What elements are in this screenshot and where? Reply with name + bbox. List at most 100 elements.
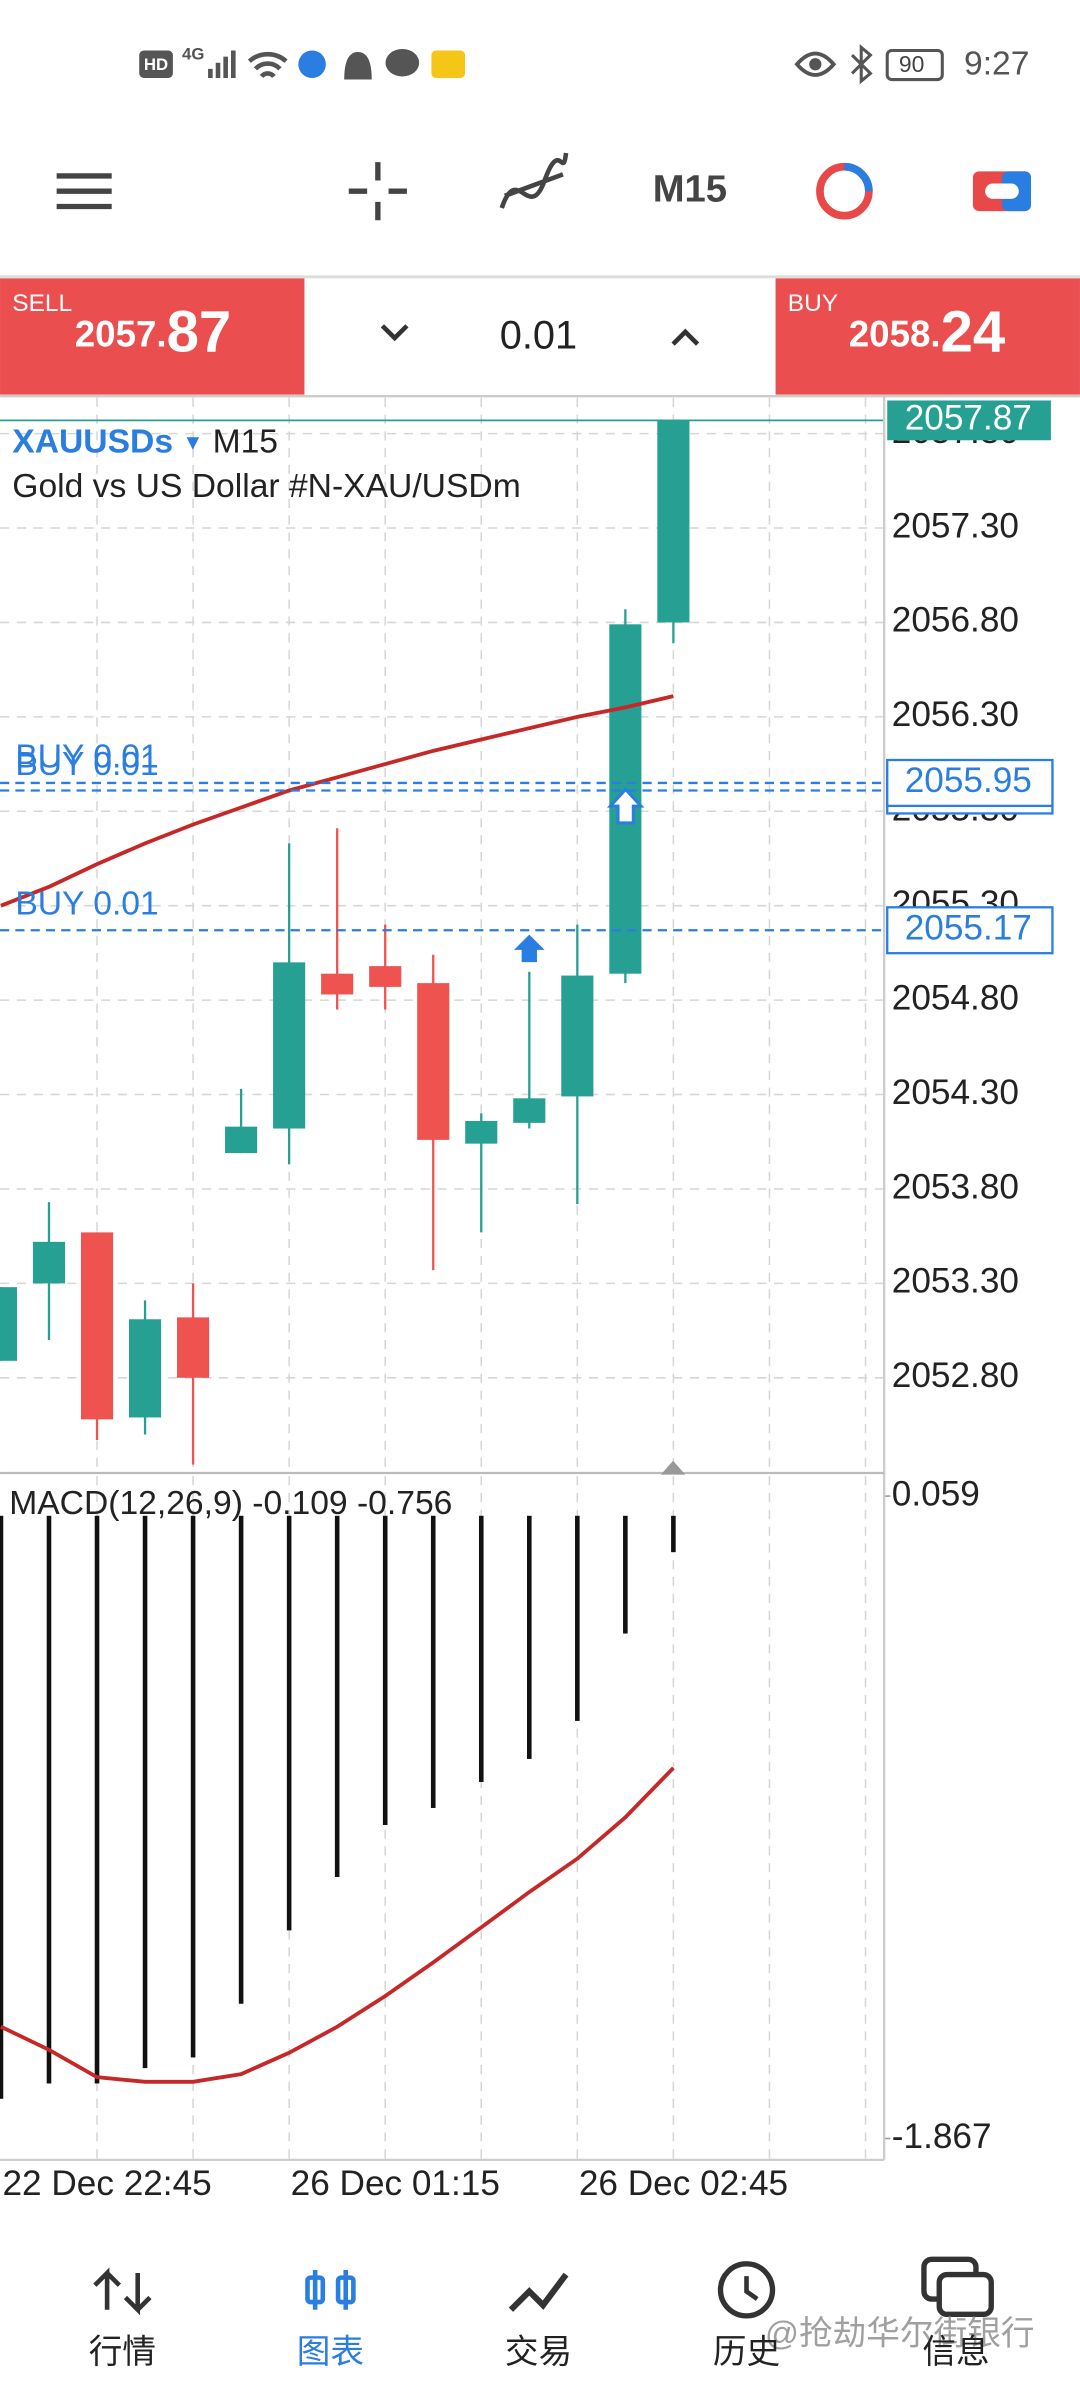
- signal-icon: [208, 50, 236, 79]
- macd-bar: [575, 1515, 580, 1721]
- trade-toggle-knob: [985, 183, 1019, 199]
- nav-label[interactable]: 图表: [297, 2333, 364, 2371]
- sell-button[interactable]: [0, 278, 305, 395]
- battery-icon: [885, 48, 944, 82]
- macd-bar: [286, 1515, 292, 1931]
- candle-body: [273, 962, 306, 1129]
- macd-bar: [382, 1515, 388, 1825]
- clock: 9:27: [964, 46, 1029, 83]
- clock-button-accent: [844, 162, 873, 192]
- macd-bar: [334, 1515, 340, 1878]
- nav-label[interactable]: 信息: [922, 2333, 989, 2371]
- symbol[interactable]: XAUUSDs: [12, 423, 173, 460]
- candle-body: [80, 1232, 114, 1420]
- candle-body: [561, 975, 594, 1097]
- macd-bar: [190, 1515, 196, 2058]
- buy-price: 2058.24: [849, 300, 1006, 365]
- sell-price: 2057.87: [75, 300, 232, 365]
- order-label: BUY 0.01: [15, 738, 158, 775]
- candle-body: [0, 1287, 18, 1361]
- nav-label[interactable]: 交易: [505, 2333, 572, 2371]
- x-tick-label: 26 Dec 01:15: [291, 2164, 500, 2203]
- timeframe-button[interactable]: M15: [653, 167, 727, 210]
- hd-text: HD: [144, 55, 168, 74]
- candle-body: [657, 420, 690, 623]
- order-price-box: [886, 758, 1054, 808]
- y-tick-label: 2056.30: [892, 695, 1019, 734]
- order-price-label: 2055.95: [905, 761, 1032, 800]
- nav-icon: [717, 2261, 776, 2319]
- order-label: BUY 0.01: [15, 886, 158, 923]
- wifi-icon: [247, 51, 288, 79]
- lot-size[interactable]: 0.01: [500, 314, 577, 358]
- bluetooth-icon: [850, 44, 873, 85]
- bottom-nav: @抢劫华尔街银行 行情 图表 交易 历史 信息: [89, 2256, 1035, 2371]
- grid: 2057.802057.302056.802056.302055.802055.…: [0, 397, 1019, 2203]
- watermark: @抢劫华尔街银行: [765, 2315, 1035, 2353]
- x-tick-label: 22 Dec 22:45: [2, 2164, 211, 2203]
- hd-badge: [139, 50, 173, 79]
- candle-body: [177, 1317, 210, 1378]
- eye-pupil: [809, 58, 822, 71]
- nav-label[interactable]: 行情: [89, 2333, 156, 2371]
- lot-increase[interactable]: [671, 328, 700, 346]
- candle-body: [369, 966, 402, 987]
- order-price-box: [886, 906, 1054, 955]
- y-tick-label: 2053.30: [892, 1262, 1019, 1301]
- order-price-label: 2055.17: [905, 909, 1032, 948]
- nav-icon: [936, 2271, 994, 2318]
- candle-body: [128, 1319, 162, 1418]
- nav-icon: [744, 2276, 759, 2301]
- candle-body: [225, 1126, 258, 1154]
- buy-price-tail: 24: [941, 300, 1006, 365]
- app-icon: [298, 50, 326, 79]
- battery-text: 90: [899, 51, 925, 77]
- macd-bar: [430, 1515, 436, 1808]
- crosshair-button[interactable]: [348, 162, 407, 221]
- qq-icon: [344, 52, 372, 80]
- network-text: 4G: [182, 45, 204, 64]
- macd-title: MACD(12,26,9) -0.109 -0.756: [9, 1485, 452, 1522]
- y-tick-label: 2057.30: [892, 506, 1019, 545]
- macd-bar: [671, 1515, 676, 1553]
- y-tick-label: 2053.80: [892, 1167, 1019, 1206]
- status-bar: HD 4G 90 9:27: [139, 44, 1029, 85]
- eye-icon: [794, 51, 837, 77]
- y-tick-label: 2054.80: [892, 978, 1019, 1017]
- y-tick-label: 2052.80: [892, 1356, 1019, 1395]
- macd-bar: [0, 1515, 4, 2099]
- y2-tick-label: 0.059: [892, 1474, 980, 1513]
- toolbar: M15: [56, 152, 1032, 221]
- y-tick-label: 2056.80: [892, 601, 1019, 640]
- sell-label: SELL: [12, 290, 72, 317]
- buy-arrow: [606, 787, 645, 825]
- macd-signal: [0, 1766, 675, 2084]
- sell-price-tail: 87: [167, 300, 232, 365]
- symbol-dropdown[interactable]: ▼: [182, 430, 203, 454]
- indicator-button[interactable]: [499, 152, 569, 209]
- buy-price-head: 2058.: [849, 313, 941, 354]
- lot-decrease[interactable]: [380, 324, 409, 342]
- nav-label[interactable]: 历史: [713, 2334, 780, 2371]
- current-price-box: [887, 400, 1051, 441]
- macd-bar: [623, 1515, 628, 1634]
- nav-icon: [335, 2275, 356, 2305]
- menu-button[interactable]: [56, 173, 112, 210]
- macd-bar: [46, 1515, 52, 2084]
- buy-arrow: [513, 934, 545, 963]
- symbol-timeframe: M15: [213, 423, 278, 460]
- nav-icon: [93, 2267, 152, 2316]
- buy-label: BUY: [788, 290, 838, 317]
- nav-icon: [508, 2272, 569, 2312]
- candle-body: [417, 983, 450, 1140]
- symbol-description: Gold vs US Dollar #N-XAU/USDm: [12, 468, 520, 505]
- symbol-line: XAUUSDs ▼ M15: [12, 423, 278, 460]
- order-label: BUY 0.01: [15, 746, 158, 783]
- nav-icon: [305, 2275, 326, 2305]
- macd-bar: [526, 1515, 532, 1759]
- candle-body: [465, 1120, 498, 1144]
- buy-button[interactable]: [775, 278, 1080, 395]
